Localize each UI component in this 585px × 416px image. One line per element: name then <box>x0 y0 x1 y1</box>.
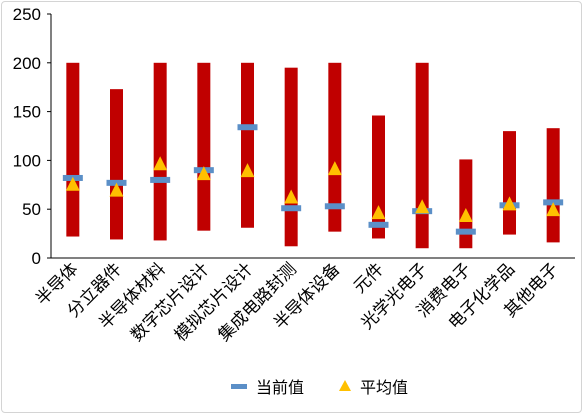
average-value-marker <box>458 208 473 223</box>
y-tick-label: 100 <box>13 151 41 170</box>
range-bar <box>197 62 211 231</box>
average-value-marker <box>65 176 80 191</box>
average-value-marker <box>196 166 211 181</box>
current-value-marker <box>368 221 389 228</box>
current-value-markers <box>62 124 564 235</box>
range-bar <box>284 67 298 247</box>
average-value-marker <box>415 199 430 214</box>
current-value-marker <box>281 205 302 212</box>
range-bar <box>153 62 167 241</box>
y-tick-label: 50 <box>22 200 41 219</box>
average-value-marker <box>502 196 517 211</box>
average-value-marker <box>546 202 561 217</box>
average-value-marker <box>109 182 124 197</box>
average-value-marker <box>327 161 342 176</box>
legend-average-swatch <box>339 380 351 391</box>
range-bar <box>241 62 254 228</box>
y-tick-label: 250 <box>13 5 41 24</box>
y-tick-label: 0 <box>32 249 41 268</box>
current-value-marker <box>455 228 476 235</box>
range-bar <box>328 62 342 232</box>
legend-current-label: 当前值 <box>256 378 304 397</box>
current-value-marker <box>237 124 258 131</box>
range-bar <box>372 115 385 239</box>
average-value-marker <box>153 156 168 171</box>
range-bar <box>415 62 429 249</box>
range-bar <box>546 128 560 243</box>
average-value-marker <box>284 189 299 204</box>
current-value-marker <box>150 176 171 183</box>
range-bar <box>459 159 473 249</box>
average-value-markers <box>65 156 561 223</box>
average-value-marker <box>371 205 386 220</box>
range-bar <box>66 62 80 237</box>
range-bar <box>110 89 123 240</box>
range-bar <box>503 131 516 235</box>
legend-current-swatch <box>231 384 247 389</box>
current-value-marker <box>324 203 345 210</box>
average-value-marker <box>240 163 255 178</box>
y-tick-label: 200 <box>13 54 41 73</box>
legend: 当前值 平均值 <box>231 378 408 397</box>
category-label: 元件 <box>350 259 388 297</box>
y-axis: 0 50 100 150 200 250 <box>13 5 575 268</box>
y-tick-label: 150 <box>13 103 41 122</box>
legend-average-label: 平均值 <box>360 378 408 397</box>
range-bars <box>66 62 560 249</box>
